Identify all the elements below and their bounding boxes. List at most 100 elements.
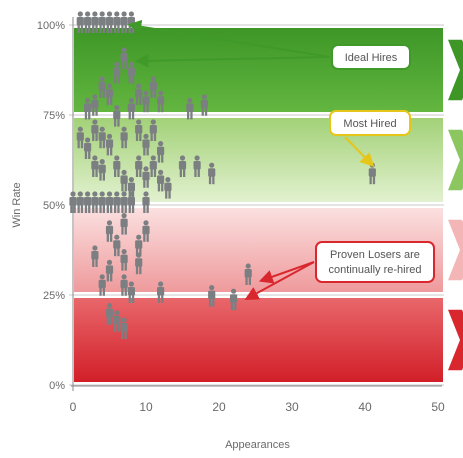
- person-torso: [98, 17, 106, 26]
- person-torso: [149, 81, 157, 91]
- person-leg: [88, 151, 91, 159]
- person-head: [106, 303, 113, 309]
- person-head: [158, 141, 164, 147]
- person-leg: [121, 226, 124, 235]
- person-leg: [95, 25, 98, 33]
- person-leg: [168, 190, 171, 199]
- person-torso: [84, 17, 92, 26]
- person-leg: [135, 248, 139, 257]
- person-icon: [76, 126, 84, 149]
- person-torso: [127, 197, 135, 206]
- person-torso: [105, 265, 114, 274]
- person-leg: [77, 140, 80, 149]
- person-leg: [194, 169, 197, 177]
- x-tick-label: 20: [212, 400, 226, 414]
- person-icon: [230, 288, 238, 311]
- person-icon: [244, 263, 252, 285]
- person-leg: [121, 287, 124, 296]
- person-leg: [121, 61, 124, 69]
- person-leg: [99, 89, 102, 98]
- person-head: [85, 97, 91, 103]
- person-head: [92, 94, 98, 100]
- person-leg: [114, 25, 117, 33]
- person-icon: [142, 166, 150, 188]
- person-icon: [98, 274, 106, 296]
- x-tick-label: 0: [70, 400, 77, 414]
- person-leg: [106, 97, 109, 105]
- person-leg: [150, 133, 153, 141]
- person-leg: [121, 140, 124, 149]
- person-icon: [113, 105, 121, 127]
- person-torso: [120, 132, 128, 141]
- person-leg: [106, 273, 109, 282]
- person-leg: [102, 25, 105, 33]
- person-head: [201, 94, 207, 100]
- person-leg: [135, 133, 139, 141]
- person-leg: [106, 205, 109, 213]
- person-leg: [124, 262, 127, 271]
- person-leg: [146, 179, 149, 188]
- person-icon: [84, 97, 92, 120]
- person-leg: [114, 118, 117, 127]
- person-torso: [113, 315, 121, 325]
- person-leg: [88, 25, 91, 33]
- annotation-label: continually re-hired: [329, 264, 422, 276]
- person-icon: [113, 61, 121, 84]
- person-leg: [183, 169, 186, 177]
- band-chevron: [448, 309, 463, 371]
- person-head: [92, 155, 98, 161]
- person-torso: [113, 240, 121, 249]
- person-leg: [165, 190, 168, 199]
- person-leg: [131, 295, 135, 303]
- person-head: [231, 288, 237, 294]
- person-leg: [187, 111, 190, 120]
- person-head: [121, 169, 127, 175]
- person-leg: [121, 25, 124, 33]
- person-leg: [139, 97, 142, 105]
- person-torso: [120, 218, 128, 228]
- person-head: [77, 11, 83, 17]
- person-head: [121, 47, 127, 53]
- person-leg: [131, 205, 135, 213]
- person-icon: [113, 155, 121, 177]
- person-leg: [110, 97, 113, 105]
- person-torso: [113, 17, 121, 26]
- person-torso: [91, 161, 99, 170]
- person-leg: [146, 147, 149, 156]
- person-torso: [120, 53, 128, 62]
- person-torso: [105, 225, 114, 235]
- person-icon: [91, 155, 99, 177]
- y-axis-title: Win Rate: [11, 182, 23, 227]
- person-icon: [120, 47, 128, 69]
- person-torso: [113, 161, 121, 170]
- person-icon: [98, 11, 106, 33]
- person-leg: [73, 205, 76, 213]
- person-leg: [95, 259, 98, 267]
- person-torso: [98, 132, 106, 141]
- person-leg: [84, 25, 88, 33]
- person-torso: [84, 103, 92, 112]
- person-torso: [98, 81, 106, 91]
- person-leg: [84, 151, 88, 159]
- person-torso: [105, 308, 114, 318]
- person-leg: [110, 316, 113, 325]
- person-head: [143, 220, 149, 226]
- person-torso: [368, 168, 376, 177]
- person-torso: [105, 197, 114, 206]
- person-leg: [124, 287, 127, 296]
- person-torso: [178, 161, 187, 170]
- person-head: [143, 191, 149, 197]
- person-leg: [139, 169, 142, 177]
- person-icon: [98, 126, 106, 149]
- person-leg: [208, 298, 212, 307]
- person-head: [99, 76, 105, 82]
- person-icon: [113, 310, 121, 332]
- person-leg: [99, 205, 102, 213]
- person-icon: [105, 220, 114, 242]
- person-leg: [212, 298, 215, 307]
- person-leg: [95, 133, 98, 141]
- person-icon: [157, 141, 165, 163]
- person-icon: [105, 191, 114, 213]
- person-head: [77, 191, 83, 197]
